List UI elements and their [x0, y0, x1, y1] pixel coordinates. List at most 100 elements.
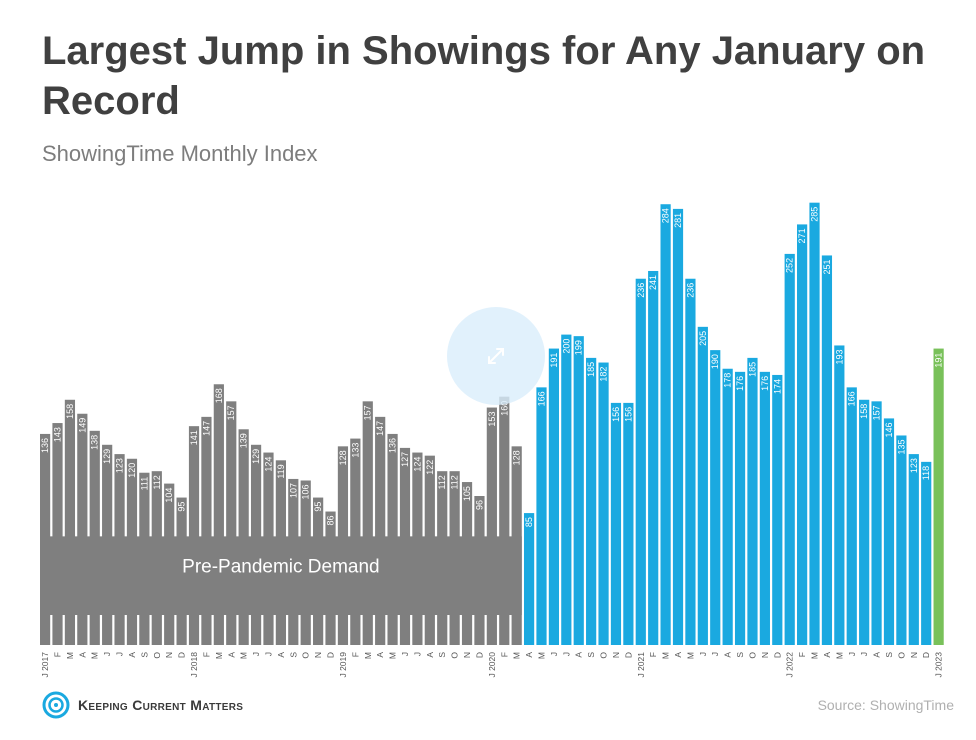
x-tick-label: J: [263, 652, 273, 656]
x-tick-label: M: [388, 652, 398, 659]
x-tick-label: M: [810, 652, 820, 659]
x-tick-label: A: [127, 652, 137, 658]
bar-value-label: 139: [239, 433, 249, 448]
bar-value-label: 236: [685, 283, 695, 298]
x-tick-label: D: [177, 652, 187, 658]
x-tick-labels: J 2017 F M A M J J A S O N D J 2018 F M A M J J A S O N D J 2019…: [40, 652, 944, 678]
x-tick-label: D: [772, 652, 782, 658]
x-tick-label: O: [450, 652, 460, 659]
x-tick-label: S: [884, 652, 894, 658]
bar-value-label: 128: [338, 450, 348, 465]
x-tick-label: J: [549, 652, 559, 656]
x-tick-label: N: [760, 652, 770, 658]
bar: [797, 224, 808, 645]
bar: [859, 399, 870, 645]
x-tick-label: S: [288, 652, 298, 658]
bar: [561, 334, 572, 645]
bar-value-label: 120: [127, 463, 137, 478]
x-tick-label: F: [53, 652, 63, 657]
bar-value-label: 205: [698, 331, 708, 346]
x-tick-label: F: [350, 652, 360, 657]
bar: [64, 399, 76, 645]
bar: [821, 255, 833, 645]
bar-value-label: 158: [65, 404, 75, 419]
x-tick-label: J 2022: [785, 652, 795, 678]
bar-value-label: 146: [884, 422, 894, 437]
bar-value-label: 157: [872, 405, 882, 420]
x-tick-label: A: [226, 652, 236, 658]
bar: [784, 253, 795, 645]
x-tick-label: A: [77, 652, 87, 658]
bar-value-label: 105: [462, 486, 472, 501]
bar-value-label: 160: [499, 401, 509, 416]
bar-value-label: 199: [574, 340, 584, 355]
x-tick-label: N: [164, 652, 174, 658]
bar-value-label: 136: [388, 438, 398, 453]
bar-value-label: 251: [822, 259, 832, 274]
bar: [883, 418, 895, 645]
bar-value-label: 112: [437, 475, 447, 489]
bar: [573, 336, 584, 645]
expand-icon[interactable]: [488, 348, 504, 364]
x-tick-label: M: [512, 652, 522, 659]
x-tick-label: D: [623, 652, 633, 658]
brand-logo: Keeping Current Matters: [42, 690, 243, 720]
x-tick-label: N: [909, 652, 919, 658]
chart-title: Largest Jump in Showings for Any January…: [42, 29, 926, 123]
expand-overlay[interactable]: [447, 307, 545, 405]
bar: [648, 270, 659, 645]
x-tick-label: J: [698, 652, 708, 656]
x-tick-label: F: [797, 652, 807, 657]
bar: [871, 401, 882, 645]
bar: [933, 348, 944, 645]
bar: [375, 416, 386, 645]
bar: [734, 371, 746, 645]
x-tick-label: J: [115, 652, 125, 656]
bar-value-label: 129: [251, 449, 261, 464]
x-tick-label: O: [301, 652, 311, 659]
bar-value-label: 112: [152, 475, 162, 489]
brand-name: Keeping Current Matters: [78, 697, 244, 713]
bar-value-label: 147: [201, 421, 211, 436]
bar: [523, 513, 535, 645]
bar: [722, 368, 733, 645]
x-tick-label: F: [648, 652, 658, 657]
bar: [586, 357, 597, 645]
bar: [362, 401, 373, 645]
x-tick-label: J: [561, 652, 571, 656]
bar: [685, 278, 696, 645]
bar-value-label: 129: [102, 449, 112, 464]
bar-value-label: 127: [400, 452, 410, 467]
bar-value-label: 86: [326, 516, 336, 526]
bar: [772, 374, 783, 645]
bar-value-label: 85: [524, 517, 534, 527]
x-tick-label: M: [685, 652, 695, 659]
pre-pandemic-band-label: Pre-Pandemic Demand: [182, 556, 379, 577]
x-tick-label: J: [251, 652, 261, 656]
x-tick-label: A: [822, 652, 832, 658]
bar: [226, 401, 237, 645]
x-tick-label: N: [462, 652, 472, 658]
x-tick-label: A: [375, 652, 385, 658]
bar-value-label: 147: [375, 421, 385, 436]
bar-value-label: 95: [177, 502, 187, 512]
x-tick-label: M: [363, 652, 373, 659]
bar: [747, 357, 758, 645]
x-tick-label: A: [276, 652, 286, 658]
bar-value-label: 156: [623, 407, 633, 422]
x-tick-label: J: [710, 652, 720, 656]
x-tick-label: J: [859, 652, 869, 656]
bar: [623, 402, 634, 645]
bar-value-label: 107: [288, 483, 298, 498]
bar: [77, 413, 88, 645]
bar-value-label: 285: [810, 207, 820, 222]
x-tick-label: M: [214, 652, 224, 659]
chart-subtitle: ShowingTime Monthly Index: [42, 141, 318, 166]
x-tick-label: A: [723, 652, 733, 658]
x-tick-label: J 2018: [189, 652, 199, 678]
x-tick-label: M: [661, 652, 671, 659]
x-tick-label: O: [896, 652, 906, 659]
bar-chart: Pre-Pandemic Demand 13614315814913812912…: [40, 202, 944, 678]
bar-value-label: 178: [723, 373, 733, 388]
